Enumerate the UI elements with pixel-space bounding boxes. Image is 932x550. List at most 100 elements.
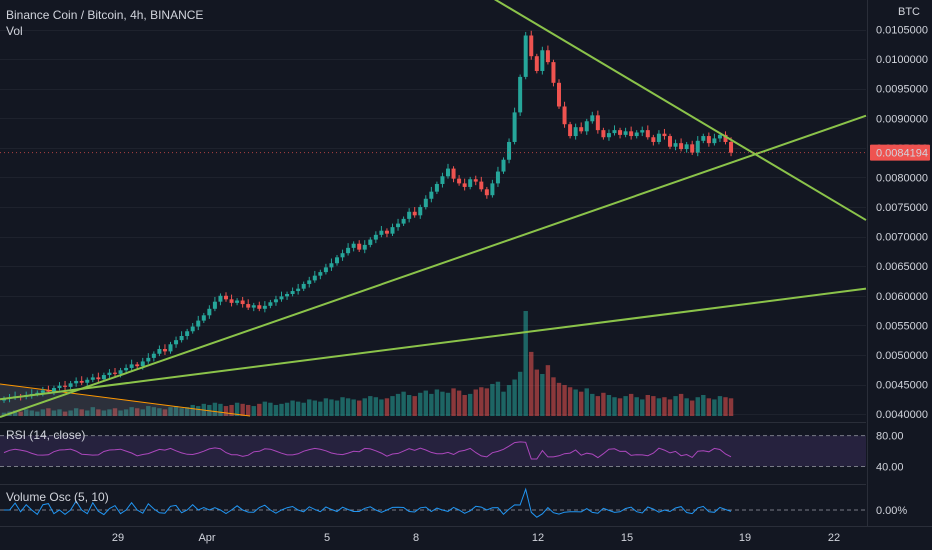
- candle-body: [584, 121, 589, 132]
- candle-body: [601, 130, 606, 138]
- volume-bar: [184, 407, 190, 416]
- candle-body: [396, 223, 401, 228]
- candle-body: [645, 130, 650, 138]
- volume-bar: [551, 377, 556, 416]
- price-tick-label: 0.0060000: [876, 291, 928, 303]
- rsi-tick-label: 80.00: [876, 431, 904, 443]
- current-price-label: 0.0084194: [876, 148, 928, 160]
- volume-bar: [279, 403, 284, 416]
- volume-bar: [706, 398, 712, 416]
- candle-body: [46, 390, 51, 392]
- trendline: [493, 0, 867, 221]
- volume-bar: [590, 393, 595, 416]
- volume-bar: [146, 406, 151, 416]
- volume-bar: [556, 382, 562, 416]
- volume-bar: [379, 399, 384, 416]
- price-tick-label: 0.0080000: [876, 172, 928, 184]
- volume-bar: [85, 410, 90, 416]
- volume-bar: [368, 396, 373, 416]
- volume-bar: [268, 402, 273, 416]
- time-tick-label: 19: [739, 532, 751, 544]
- volume-bar: [623, 396, 628, 416]
- candle-body: [301, 283, 306, 289]
- candle-body: [279, 296, 284, 300]
- volume-bar: [517, 371, 523, 416]
- price-tick-label: 0.0090000: [876, 113, 928, 125]
- trendline: [0, 114, 867, 418]
- volume-bar: [651, 396, 656, 416]
- chart-title: Binance Coin / Bitcoin, 4h, BINANCE: [6, 8, 204, 22]
- volume-bar: [440, 391, 445, 416]
- candle-body: [179, 336, 184, 341]
- candle-body: [273, 299, 278, 303]
- volume-bar: [662, 397, 667, 416]
- volume-bar: [312, 400, 317, 416]
- volume-bar: [140, 409, 145, 416]
- volume-bar: [73, 408, 79, 416]
- candle-body: [490, 183, 495, 196]
- volume-bar: [196, 406, 201, 416]
- candle-body: [151, 353, 156, 358]
- candle-body: [701, 136, 706, 141]
- volume-bar: [612, 397, 617, 416]
- volume-bar: [523, 311, 528, 416]
- candle-body: [529, 35, 534, 57]
- candle-body: [407, 211, 412, 219]
- candle-body: [174, 340, 179, 345]
- candle-body: [335, 257, 339, 264]
- trendline: [0, 287, 867, 401]
- price-tick-label: 0.0100000: [876, 54, 928, 66]
- time-axis: 29 Apr 5 8 12 15 19 22: [112, 532, 840, 544]
- candle-body: [606, 133, 611, 138]
- candle-body: [457, 178, 462, 184]
- candle-body: [551, 62, 556, 83]
- candle-body: [656, 133, 661, 142]
- trendlines: [0, 0, 867, 418]
- volume-bar: [357, 400, 362, 416]
- volume-osc-line: [4, 487, 732, 518]
- volume-bar: [484, 388, 490, 416]
- volume-bar: [462, 395, 467, 416]
- osc-pane: [0, 487, 866, 518]
- volume-bar: [1, 412, 7, 416]
- volume-bar: [223, 406, 229, 416]
- volume-bar: [701, 395, 706, 416]
- price-tick-label: 0.0070000: [876, 232, 928, 244]
- volume-bar: [384, 398, 390, 416]
- price-tick-label: 0.0040000: [876, 409, 928, 421]
- volume-label: Vol: [6, 24, 23, 38]
- candle-body: [90, 377, 95, 380]
- candle-body: [507, 141, 512, 160]
- candle-body: [351, 243, 356, 248]
- candle-body: [57, 385, 62, 389]
- candle-body: [35, 392, 40, 394]
- volume-bar: [395, 393, 401, 416]
- volume-bar: [479, 387, 484, 416]
- candle-body: [135, 364, 140, 367]
- candle-body: [684, 144, 689, 150]
- candle-body: [573, 127, 578, 137]
- volume-bar: [51, 410, 57, 416]
- price-tick-label: 0.0065000: [876, 261, 928, 273]
- candle-body: [523, 35, 528, 77]
- candles: [2, 30, 734, 403]
- volume-bar: [401, 391, 406, 416]
- candle-body: [251, 305, 256, 308]
- candle-body: [68, 383, 73, 387]
- volume-bar: [229, 404, 234, 416]
- volume-bar: [340, 397, 345, 416]
- candle-body: [140, 361, 145, 367]
- candle-body: [129, 364, 134, 368]
- price-tick-label: 0.0095000: [876, 84, 928, 96]
- volume-area: [0, 383, 251, 417]
- candle-body: [418, 207, 423, 216]
- candle-body: [307, 280, 312, 284]
- volume-bar: [162, 409, 168, 416]
- volume-bar: [218, 403, 223, 416]
- volume-bar: [406, 395, 412, 416]
- volume-bar: [723, 397, 728, 416]
- volume-bar: [295, 401, 301, 416]
- candle-body: [651, 137, 656, 142]
- candle-body: [479, 181, 484, 190]
